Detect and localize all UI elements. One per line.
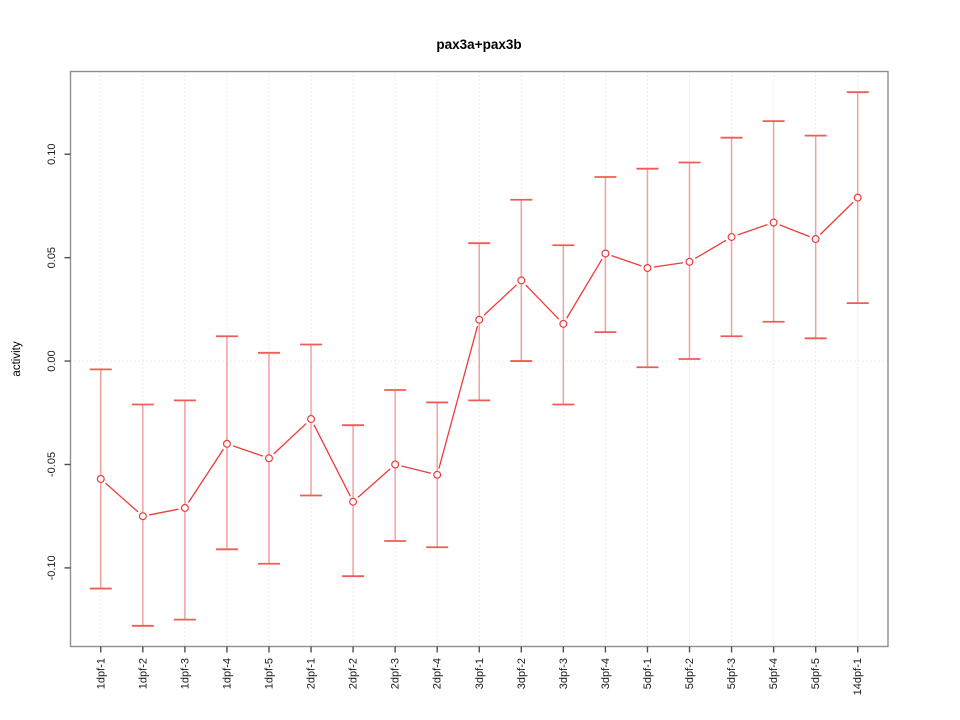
- data-point: [685, 257, 694, 266]
- series-segment: [313, 424, 351, 497]
- data-point: [222, 439, 231, 448]
- series-segment: [105, 482, 139, 513]
- x-tick-label: 5dpf-2: [684, 658, 696, 689]
- y-tick-label: 0.05: [46, 247, 58, 268]
- series-segment: [653, 262, 684, 268]
- data-point: [517, 276, 526, 285]
- y-tick-label: 0.00: [46, 350, 58, 371]
- x-tick-label: 2dpf-2: [348, 658, 360, 689]
- data-point: [769, 218, 778, 227]
- series-segment: [401, 465, 432, 474]
- x-tick-label: 1dpf-2: [137, 658, 149, 689]
- series-segment: [438, 325, 479, 469]
- series-segment: [566, 258, 603, 319]
- series-segment: [149, 508, 179, 516]
- x-tick-label: 5dpf-4: [768, 658, 780, 689]
- data-point: [475, 315, 484, 324]
- x-tick-label: 2dpf-4: [432, 658, 444, 689]
- series-segment: [694, 239, 727, 260]
- data-point: [643, 263, 652, 272]
- y-tick-label: -0.10: [46, 555, 58, 580]
- series-segment: [525, 284, 560, 320]
- data-point: [391, 460, 400, 469]
- y-tick-label: -0.05: [46, 452, 58, 477]
- x-tick-label: 2dpf-3: [390, 658, 402, 689]
- series-segment: [483, 284, 517, 316]
- data-point: [559, 319, 568, 328]
- data-point: [601, 249, 610, 258]
- y-axis-label: activity: [11, 341, 23, 376]
- x-tick-label: 14dpf-1: [852, 658, 864, 695]
- x-tick-label: 5dpf-1: [642, 658, 654, 689]
- x-tick-label: 5dpf-5: [810, 658, 822, 689]
- series-segment: [611, 255, 642, 267]
- data-point: [96, 474, 105, 483]
- x-tick-label: 3dpf-3: [558, 658, 570, 689]
- x-tick-label: 3dpf-2: [516, 658, 528, 689]
- data-point: [727, 232, 736, 241]
- x-tick-label: 5dpf-3: [726, 658, 738, 689]
- series-segment: [779, 224, 810, 238]
- x-tick-label: 1dpf-4: [221, 658, 233, 689]
- data-point: [853, 193, 862, 202]
- x-tick-label: 3dpf-4: [600, 658, 612, 689]
- series-segment: [357, 468, 391, 498]
- data-point: [180, 503, 189, 512]
- data-point: [138, 512, 147, 521]
- data-point: [307, 414, 316, 423]
- series-segment: [819, 201, 854, 235]
- x-tick-label: 1dpf-1: [95, 658, 107, 689]
- data-point: [264, 454, 273, 463]
- data-point: [349, 497, 358, 506]
- data-point: [433, 470, 442, 479]
- series-segment: [273, 422, 307, 455]
- y-tick-label: 0.10: [46, 144, 58, 165]
- chart-title: pax3a+pax3b: [436, 37, 521, 52]
- x-tick-label: 3dpf-1: [474, 658, 486, 689]
- x-tick-label: 1dpf-3: [179, 658, 191, 689]
- plot-content: -0.10 -0.05 0.00 0.05 0.10 1dpf-1 1dpf-2 1dpf-3…: [46, 70, 889, 695]
- series-segment: [737, 223, 768, 236]
- x-tick-label: 1dpf-5: [263, 658, 275, 689]
- data-point: [811, 235, 820, 244]
- x-tick-label: 2dpf-1: [306, 658, 318, 689]
- series-segment: [232, 445, 264, 457]
- series-segment: [187, 448, 224, 503]
